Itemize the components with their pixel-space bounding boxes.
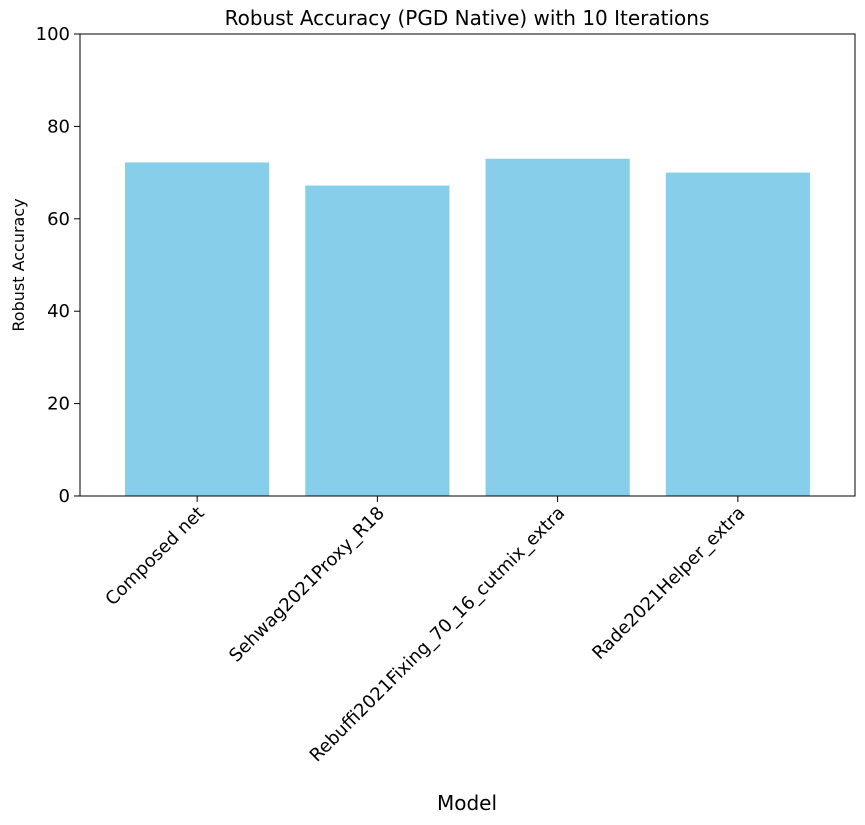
bar-2 bbox=[305, 185, 450, 496]
x-axis-label: Model bbox=[437, 791, 497, 815]
y-tick-label: 0 bbox=[59, 486, 70, 507]
bar-4 bbox=[665, 172, 810, 496]
y-axis-label: Robust Accuracy bbox=[9, 198, 28, 331]
bars-group bbox=[125, 158, 810, 497]
x-tick-label: Sehwag2021Proxy_R18 bbox=[225, 503, 389, 667]
x-tick-label: Composed net bbox=[101, 503, 208, 610]
y-tick-label: 80 bbox=[47, 116, 70, 137]
bar-1 bbox=[125, 162, 270, 496]
x-axis-ticks: Composed net Sehwag2021Proxy_R18Rebuffi20… bbox=[101, 496, 749, 766]
plot-frame bbox=[79, 33, 856, 497]
y-tick-label: 100 bbox=[36, 24, 70, 45]
chart-title: Robust Accuracy (PGD Native) with 10 Ite… bbox=[225, 6, 710, 30]
y-tick-label: 40 bbox=[47, 301, 70, 322]
y-tick-label: 20 bbox=[47, 394, 70, 415]
y-axis-ticks: 0 20 40 60 80 100 bbox=[36, 24, 80, 507]
y-tick-label: 60 bbox=[47, 209, 70, 230]
bar-3 bbox=[485, 158, 630, 497]
x-tick-label: Rade2021Helper_extra bbox=[588, 503, 749, 664]
